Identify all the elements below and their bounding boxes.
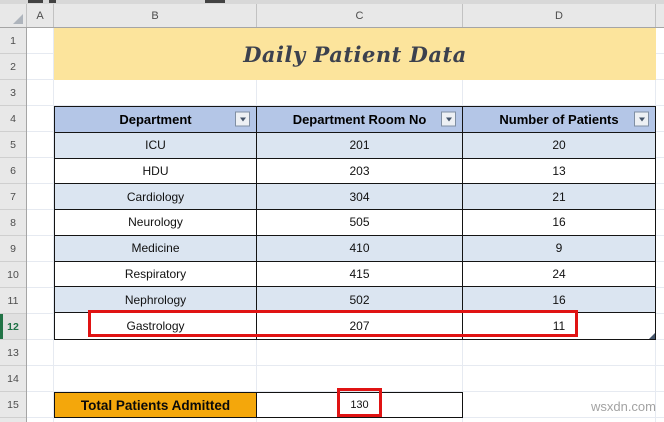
column-header-E-partial[interactable]: [656, 4, 664, 27]
cell-patients[interactable]: 9: [463, 235, 655, 262]
cell-patients[interactable]: 16: [463, 210, 655, 236]
row-header-5[interactable]: 5: [0, 132, 26, 158]
sheet-area[interactable]: [27, 28, 664, 422]
top-edge-artifact: [205, 0, 225, 3]
row-header-11[interactable]: 11: [0, 288, 26, 314]
filter-dropdown-button[interactable]: [441, 111, 456, 127]
cell-room-no[interactable]: 203: [257, 158, 463, 185]
cell-department[interactable]: Neurology: [55, 210, 257, 236]
total-label-cell[interactable]: Total Patients Admitted: [54, 392, 257, 418]
cell-department[interactable]: Nephrology: [55, 287, 257, 314]
row-header-13[interactable]: 13: [0, 340, 26, 366]
row-header-9[interactable]: 9: [0, 236, 26, 262]
table-header-patients[interactable]: Number of Patients: [463, 107, 655, 133]
total-value: 130: [350, 399, 369, 411]
total-label: Total Patients Admitted: [80, 397, 231, 413]
table-header-department[interactable]: Department: [55, 107, 257, 133]
cell-room-no[interactable]: 505: [257, 210, 463, 236]
cell-department[interactable]: Medicine: [55, 235, 257, 262]
column-header-strip: A B C D: [0, 4, 664, 28]
chevron-down-icon: [638, 117, 645, 122]
patient-data-table: Department Department Room No Number of …: [54, 106, 656, 340]
column-header-D[interactable]: D: [463, 4, 656, 27]
table-header-label: Department Room No: [292, 111, 427, 127]
filter-dropdown-button[interactable]: [634, 111, 649, 127]
row-header-15[interactable]: 15: [0, 392, 26, 418]
select-all-corner[interactable]: [0, 4, 27, 27]
chevron-down-icon: [239, 117, 246, 122]
row-header-6[interactable]: 6: [0, 158, 26, 184]
cell-room-no[interactable]: 415: [257, 261, 463, 288]
table-header-room-no[interactable]: Department Room No: [257, 107, 463, 133]
row-header-2[interactable]: 2: [0, 54, 26, 80]
row-header-3[interactable]: 3: [0, 80, 26, 106]
cell-patients[interactable]: 16: [463, 287, 655, 314]
watermark: wsxdn.com: [590, 399, 656, 414]
chevron-down-icon: [445, 117, 452, 122]
row-header-4[interactable]: 4: [0, 106, 26, 132]
column-header-C[interactable]: C: [257, 4, 463, 27]
row-header-strip: 1 2 3 4 5 6 7 8 9 10 11 12 13 14 15: [0, 28, 27, 422]
cell-patients[interactable]: 20: [463, 132, 655, 159]
row-header-14[interactable]: 14: [0, 366, 26, 392]
column-header-A[interactable]: A: [27, 4, 54, 27]
top-edge-artifact: [0, 0, 664, 4]
gridline: [53, 28, 54, 422]
title-banner-cell[interactable]: Daily Patient Data: [54, 28, 656, 80]
row-header-8[interactable]: 8: [0, 210, 26, 236]
total-value-cell[interactable]: 130: [256, 392, 463, 418]
table-header-label: Number of Patients: [499, 111, 619, 127]
cell-patients[interactable]: 24: [463, 261, 655, 288]
cell-room-no[interactable]: 410: [257, 235, 463, 262]
cell-room-no[interactable]: 201: [257, 132, 463, 159]
highlight-box-total-value: [337, 388, 382, 417]
row-header-12-selected[interactable]: 12: [0, 314, 26, 340]
cell-department[interactable]: Cardiology: [55, 184, 257, 211]
table-resize-handle[interactable]: [649, 333, 655, 339]
cell-patients[interactable]: 13: [463, 158, 655, 185]
row-header-1[interactable]: 1: [0, 28, 26, 54]
filter-dropdown-button[interactable]: [235, 111, 250, 127]
top-edge-artifact: [28, 0, 43, 3]
cell-patients[interactable]: 21: [463, 184, 655, 211]
page-title: Daily Patient Data: [243, 41, 467, 67]
cell-room-no[interactable]: 304: [257, 184, 463, 211]
highlight-box-gastrology-row: [88, 310, 578, 337]
column-header-B[interactable]: B: [54, 4, 257, 27]
select-all-triangle-icon: [13, 14, 23, 24]
cell-department[interactable]: Respiratory: [55, 261, 257, 288]
row-header-10[interactable]: 10: [0, 262, 26, 288]
top-edge-artifact: [49, 0, 56, 3]
table-header-label: Department: [119, 111, 192, 127]
cell-department[interactable]: HDU: [55, 158, 257, 185]
row-header-7[interactable]: 7: [0, 184, 26, 210]
cell-department[interactable]: ICU: [55, 132, 257, 159]
